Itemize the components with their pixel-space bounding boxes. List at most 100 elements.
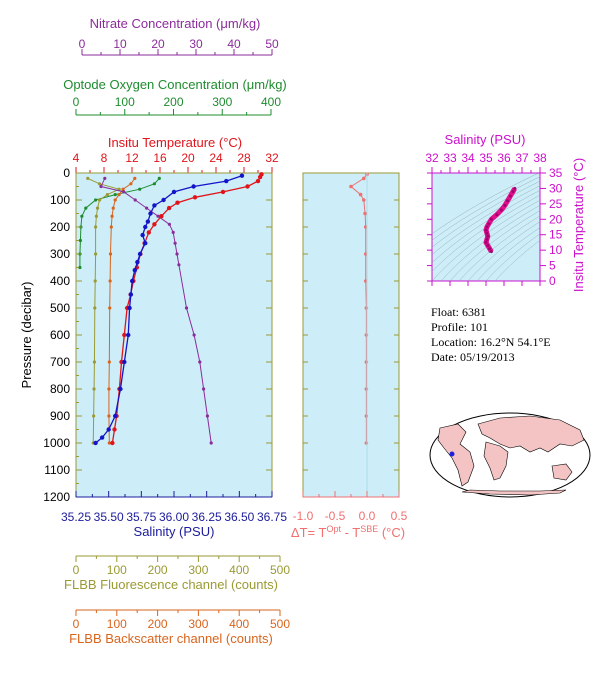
temperature-point [245, 184, 250, 189]
fluorescence-axis: 0 100 200 300 400 500 [73, 555, 290, 577]
ts-point [485, 225, 489, 229]
ts-sal-axis-tick-label: 35 [479, 151, 493, 165]
oxygen-axis-tick-label: 0 [73, 95, 80, 109]
temperature-point [159, 214, 164, 219]
ts-point [487, 222, 491, 226]
backscatter-point [111, 206, 115, 210]
salinity-point [106, 427, 111, 432]
back-axis-tick-label: 300 [188, 617, 208, 631]
fluorescence-point [97, 198, 102, 202]
salinity-point [137, 251, 143, 257]
ts-density-contour [432, 185, 540, 255]
oxygen-point [152, 182, 156, 186]
salinity-point [143, 224, 148, 230]
temp-axis-tick-label: 16 [153, 151, 167, 165]
ts-point [484, 228, 488, 232]
salinity-axis-tick-label: 36.25 [192, 510, 222, 524]
temp-axis-tick-label: 28 [237, 151, 251, 165]
nitrate-axis-tick-label: 20 [151, 37, 165, 51]
nitrate-point [192, 333, 196, 337]
fluorescence-point [92, 414, 96, 418]
delta-axis-tick-label: 0.5 [391, 509, 408, 523]
nitrate-point [171, 230, 175, 234]
backscatter-point [107, 441, 111, 445]
nitrate-point [156, 214, 160, 218]
nitrate-axis-tick-label: 10 [113, 37, 127, 51]
delta-point [364, 360, 369, 364]
temperature-point [110, 440, 115, 446]
oxygen-point [113, 193, 117, 197]
ts-point [489, 250, 493, 254]
ts-point [511, 190, 515, 194]
backscatter-point [129, 182, 133, 186]
map-land-antarctica [461, 489, 567, 496]
oxygen-point [138, 187, 142, 191]
fluorescence-point [97, 182, 102, 186]
salinity-point [148, 211, 153, 216]
ts-temperature-tick-label: 15 [549, 228, 563, 242]
fluorescence-point [92, 360, 97, 364]
oxygen-point [84, 206, 88, 210]
ts-point [486, 244, 490, 248]
temperature-axis-label: Insitu Temperature (°C) [108, 135, 242, 150]
ts-density-contour [467, 221, 540, 281]
salinity-point [135, 259, 140, 265]
ts-point [484, 240, 488, 244]
back-axis-tick-label: 200 [148, 617, 168, 631]
backscatter-axis: 0 100 200 300 400 500 [73, 609, 290, 631]
map-land-africa [483, 441, 509, 481]
temperature-point [175, 200, 180, 205]
salinity-point [113, 413, 118, 419]
main-plot-area [75, 172, 273, 498]
pressure-tick-label: 700 [50, 355, 70, 369]
back-axis-tick-label: 0 [73, 617, 80, 631]
map-land-australia [551, 463, 573, 481]
nitrate-point [167, 222, 171, 226]
pressure-axis: 0 100 200 300 400 500 600 700 800 900 1000 1100 1200 [43, 166, 272, 504]
info-float: Float: 6381 [431, 305, 486, 319]
pressure-tick-label: 600 [50, 328, 70, 342]
fluorescence-point [93, 279, 97, 283]
ts-temperature-tick-label: 20 [549, 212, 563, 226]
salinity-point [140, 232, 145, 238]
pressure-tick-label: 1100 [44, 463, 70, 477]
ts-temperature-tick-label: 35 [549, 166, 563, 180]
nitrate-point [202, 387, 206, 391]
salinity-point [127, 305, 132, 311]
backscatter-point [117, 193, 121, 197]
float-location-marker [449, 451, 455, 457]
ts-point [506, 199, 510, 203]
salinity-point [145, 219, 151, 224]
fluor-axis-tick-label: 500 [270, 563, 290, 577]
ts-salinity-axis: 32 33 34 35 36 37 38 [425, 151, 547, 286]
temperature-point [152, 222, 157, 227]
ts-density-contour [432, 190, 540, 263]
salinity-point [152, 203, 157, 208]
backscatter-point [107, 387, 111, 391]
nitrate-axis-tick-label: 30 [189, 37, 203, 51]
salinity-point [93, 440, 98, 446]
ts-point [513, 186, 517, 190]
map-land-eurasia [477, 415, 585, 453]
nitrate-point [184, 306, 189, 310]
fluorescence-point [94, 252, 98, 256]
oxygen-point [78, 265, 82, 270]
ts-density-contour [440, 205, 540, 281]
ts-density-contour [449, 210, 540, 281]
nitrate-axis-label: Nitrate Concentration (μm/kg) [90, 16, 261, 31]
nitrate-point [99, 184, 103, 189]
back-axis-tick-label: 500 [270, 617, 290, 631]
ts-density-contour [458, 215, 540, 281]
salinity-axis: 35.25 35.50 35.75 36.00 36.25 36.50 36.75 [61, 491, 287, 524]
fluorescence-point [95, 206, 100, 210]
ts-density-contour [432, 180, 540, 248]
temperature-point [112, 427, 117, 432]
salinity-axis-tick-label: 36.00 [159, 510, 189, 524]
fluorescence-point [86, 176, 90, 180]
delta-point [364, 414, 369, 418]
pressure-tick-label: 500 [50, 301, 70, 315]
pressure-axis-label: Pressure (decibar) [19, 282, 34, 389]
temperature-point [146, 230, 151, 235]
world-map [429, 412, 591, 498]
